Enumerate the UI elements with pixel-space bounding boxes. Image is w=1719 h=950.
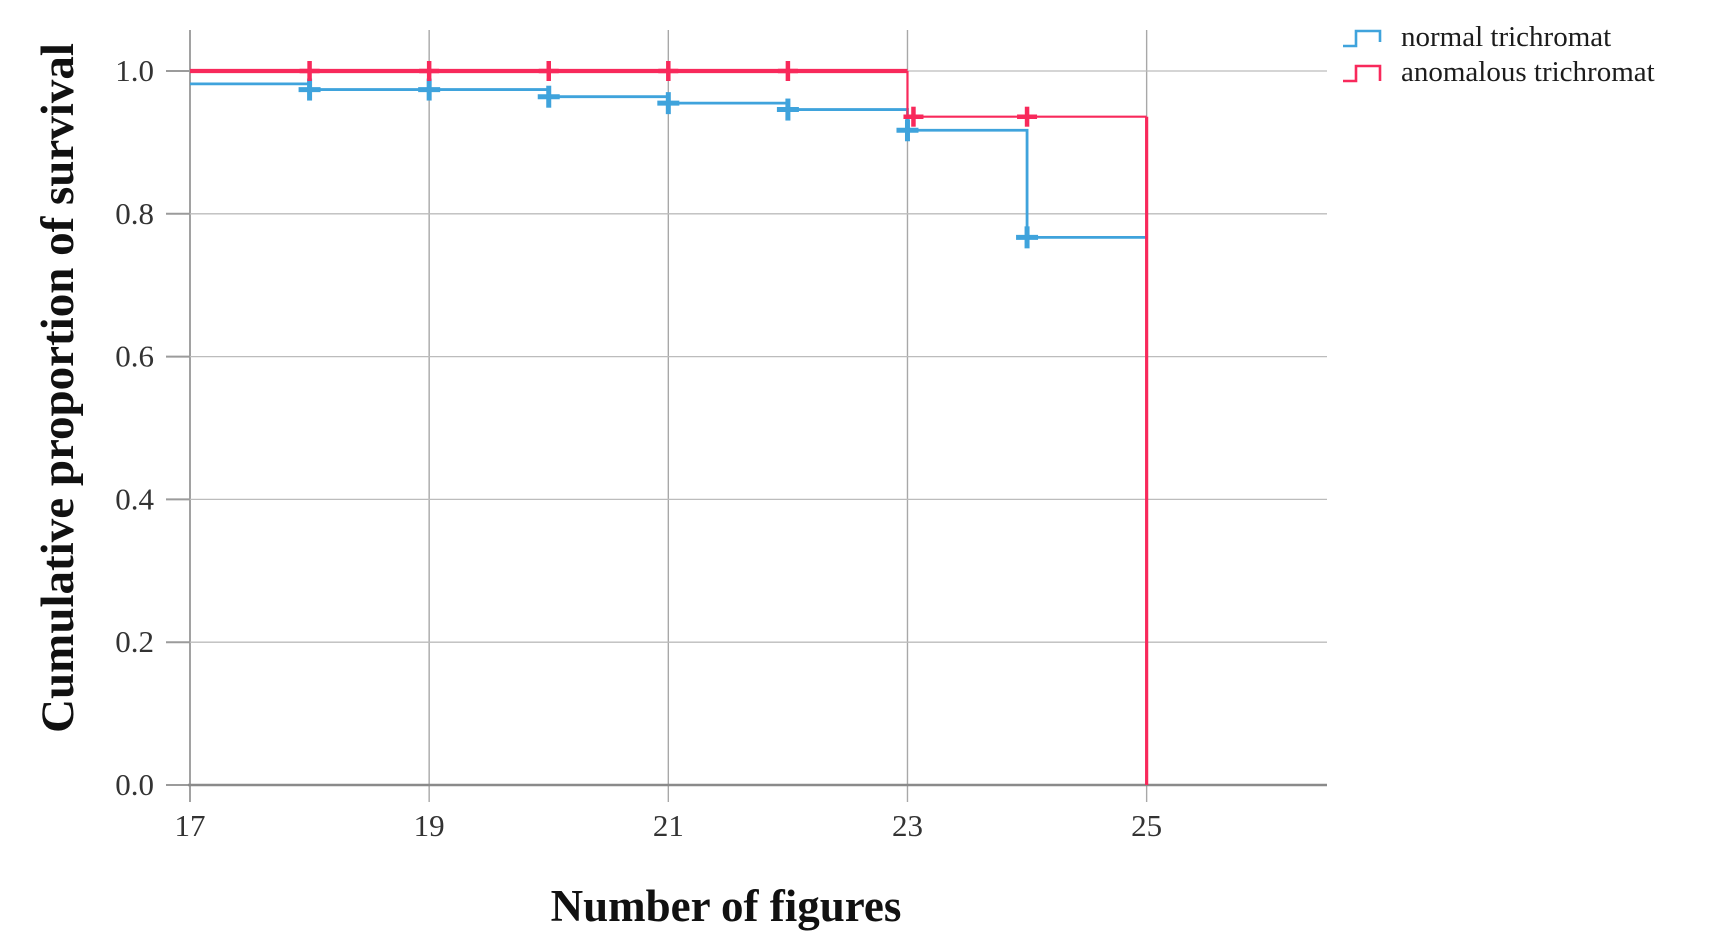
x-axis-title: Number of figures: [550, 881, 902, 931]
legend-label: anomalous trichromat: [1401, 56, 1655, 88]
x-tick-label: 21: [653, 808, 684, 843]
y-tick-label: 0.4: [115, 481, 154, 516]
y-tick-label: 1.0: [115, 53, 154, 88]
y-tick-label: 0.6: [115, 339, 154, 374]
step-line-icon: [1343, 64, 1382, 82]
y-tick-label: 0.8: [115, 196, 154, 231]
x-tick-label: 19: [414, 808, 445, 843]
y-axis-title: Cumulative proportion of survival: [32, 43, 84, 733]
y-tick-label: 0.0: [115, 767, 154, 802]
legend-item-anomalous-trichromat: anomalous trichromat: [1341, 57, 1655, 88]
x-tick-label: 25: [1131, 808, 1162, 843]
legend: normal trichromat anomalous trichromat: [1341, 22, 1655, 88]
x-tick-label: 23: [892, 808, 923, 843]
legend-item-normal-trichromat: normal trichromat: [1341, 22, 1655, 53]
step-line-icon: [1343, 29, 1382, 47]
x-tick-label: 17: [175, 808, 206, 843]
series-line-normal-trichromat: [190, 82, 1147, 239]
y-tick-label: 0.2: [115, 624, 154, 659]
legend-label: normal trichromat: [1401, 21, 1612, 53]
